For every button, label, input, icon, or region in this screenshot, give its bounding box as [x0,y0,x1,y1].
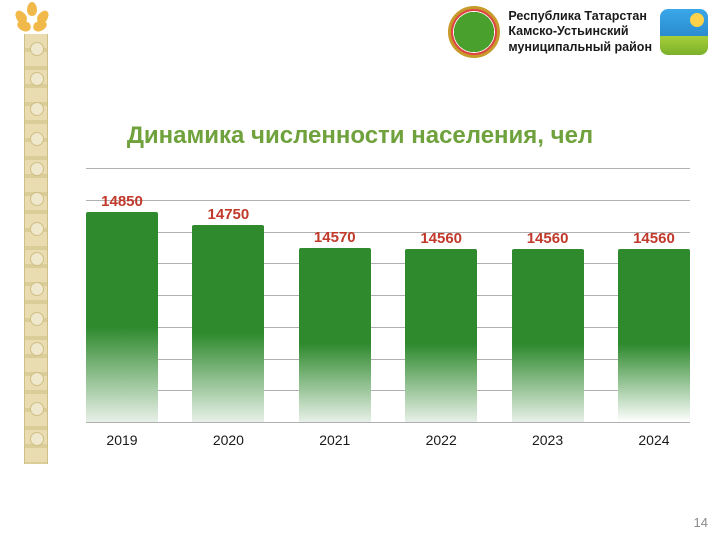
bar-value-label: 14750 [208,206,250,223]
header-line1: Республика Татарстан [508,9,652,25]
bar-2021: 14570 [299,248,371,422]
population-bar-chart: 14850 14750 14570 14560 14560 14560 2019 2020 2… [86,168,690,448]
bar-value-label: 14560 [420,230,462,247]
bar [192,225,264,422]
bar [86,212,158,422]
x-axis-label: 2019 [86,432,158,448]
x-axis-label: 2024 [618,432,690,448]
chart-title: Динамика численности населения, чел [0,122,720,150]
header-line2: Камско-Устьинский [508,24,652,40]
bar-value-label: 14850 [101,193,143,210]
bar-value-label: 14560 [633,230,675,247]
bar-2023: 14560 [512,249,584,422]
bar [618,249,690,422]
region-emblem-small [14,2,50,32]
x-axis-label: 2022 [405,432,477,448]
ornament-strip [24,34,48,464]
x-axis-label: 2020 [192,432,264,448]
header-text: Республика Татарстан Камско-Устьинский м… [508,9,652,56]
district-flag-icon [660,9,708,55]
x-axis-label: 2021 [299,432,371,448]
bar-2020: 14750 [192,225,264,422]
bar-2019: 14850 [86,212,158,422]
page-number: 14 [694,515,708,530]
bar [299,248,371,422]
bar [512,249,584,422]
gridline [86,422,690,423]
bar-value-label: 14570 [314,229,356,246]
header: Республика Татарстан Камско-Устьинский м… [448,6,708,58]
bar-value-label: 14560 [527,230,569,247]
bar-2022: 14560 [405,249,477,422]
x-axis-label: 2023 [512,432,584,448]
slide: Республика Татарстан Камско-Устьинский м… [0,0,720,540]
bar [405,249,477,422]
bar-2024: 14560 [618,249,690,422]
tatarstan-emblem-icon [448,6,500,58]
header-line3: муниципальный район [508,40,652,56]
